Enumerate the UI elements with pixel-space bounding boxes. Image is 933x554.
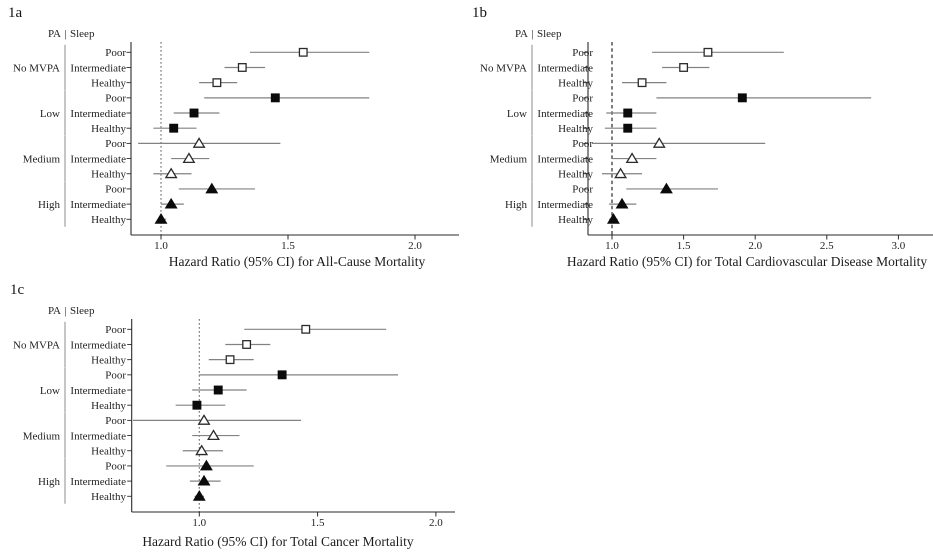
svg-text:1.0: 1.0 [154,240,168,252]
svg-text:|: | [531,28,533,40]
svg-text:1.5: 1.5 [281,240,295,252]
svg-text:PA: PA [48,305,61,317]
svg-text:3.0: 3.0 [892,240,906,252]
svg-text:Poor: Poor [105,47,126,59]
svg-text:2.0: 2.0 [429,517,443,529]
svg-text:Healthy: Healthy [91,354,126,366]
svg-text:Poor: Poor [105,370,126,382]
svg-text:Sleep: Sleep [70,305,95,317]
svg-text:Low: Low [507,108,527,120]
x-axis-title-1b: Hazard Ratio (95% CI) for Total Cardiova… [566,254,928,269]
forest-chart-cvd-mortality: PA | Sleep 1.0 1.5 2.0 2.5 3.0 No MVPA Poor Interm… [480,28,933,252]
svg-text:Intermediate: Intermediate [70,199,126,211]
svg-text:Low: Low [40,385,60,397]
svg-text:Healthy: Healthy [558,123,593,135]
svg-text:Low: Low [40,108,60,120]
svg-text:High: High [505,199,528,211]
svg-text:1.5: 1.5 [677,240,691,252]
svg-text:|: | [64,28,66,40]
svg-text:Healthy: Healthy [91,446,126,458]
forest-chart-all-cause-mortality: PA | Sleep 1.0 1.5 2.0 No MVPA Poor Intermediate… [13,28,459,252]
svg-text:PA: PA [515,28,528,40]
svg-text:Intermediate: Intermediate [70,430,126,442]
svg-text:Poor: Poor [572,47,593,59]
svg-text:No MVPA: No MVPA [13,339,60,351]
svg-text:No MVPA: No MVPA [480,62,527,74]
panel-tag-1b: 1b [472,5,487,21]
svg-text:1.0: 1.0 [605,240,619,252]
svg-text:Poor: Poor [572,184,593,196]
svg-text:Medium: Medium [490,153,528,165]
x-axis-title-1a: Hazard Ratio (95% CI) for All-Cause Mort… [168,254,426,269]
svg-text:Medium: Medium [23,153,61,165]
svg-text:High: High [38,476,61,488]
svg-text:Poor: Poor [105,138,126,150]
svg-text:Sleep: Sleep [537,28,562,40]
svg-text:1.0: 1.0 [192,517,206,529]
panel-1c: PA | Sleep 1.0 1.5 2.0 No MVPA Poor Intermediate… [0,277,466,554]
svg-text:Healthy: Healthy [91,491,126,503]
svg-text:Poor: Poor [105,324,126,336]
svg-text:Healthy: Healthy [91,169,126,181]
svg-text:|: | [64,305,66,317]
svg-text:Healthy: Healthy [91,400,126,412]
svg-text:Poor: Poor [105,184,126,196]
svg-text:Intermediate: Intermediate [537,62,593,74]
svg-text:PA: PA [48,28,61,40]
svg-text:Healthy: Healthy [91,123,126,135]
svg-text:2.5: 2.5 [820,240,834,252]
svg-text:Poor: Poor [105,461,126,473]
panel-1b: PA | Sleep 1.0 1.5 2.0 2.5 3.0 No MVPA Poor Interm… [467,0,933,277]
svg-text:Intermediate: Intermediate [70,62,126,74]
svg-text:Healthy: Healthy [558,77,593,89]
svg-text:Sleep: Sleep [70,28,95,40]
svg-text:Intermediate: Intermediate [70,385,126,397]
svg-text:Medium: Medium [23,430,61,442]
panel-tag-1a: 1a [8,5,23,21]
svg-text:Poor: Poor [572,138,593,150]
forest-chart-cancer-mortality: PA | Sleep 1.0 1.5 2.0 No MVPA Poor Intermediate… [13,305,455,529]
svg-text:Intermediate: Intermediate [70,153,126,165]
svg-text:High: High [38,199,61,211]
panel-tag-1c: 1c [10,282,25,298]
x-axis-title-1c: Hazard Ratio (95% CI) for Total Cancer M… [142,534,414,549]
svg-text:Intermediate: Intermediate [70,476,126,488]
svg-text:Intermediate: Intermediate [537,108,593,120]
svg-text:Intermediate: Intermediate [70,108,126,120]
svg-text:Poor: Poor [105,93,126,105]
svg-text:Healthy: Healthy [91,214,126,226]
svg-text:Intermediate: Intermediate [70,339,126,351]
svg-text:Healthy: Healthy [558,214,593,226]
svg-text:Intermediate: Intermediate [537,153,593,165]
svg-text:No MVPA: No MVPA [13,62,60,74]
svg-text:1.5: 1.5 [311,517,325,529]
svg-text:Intermediate: Intermediate [537,199,593,211]
panel-1a: PA | Sleep 1.0 1.5 2.0 No MVPA Poor Intermediate… [0,0,466,277]
svg-text:Poor: Poor [105,415,126,427]
svg-text:2.0: 2.0 [408,240,422,252]
svg-text:Poor: Poor [572,93,593,105]
svg-text:2.0: 2.0 [748,240,762,252]
svg-text:Healthy: Healthy [91,77,126,89]
svg-text:Healthy: Healthy [558,169,593,181]
